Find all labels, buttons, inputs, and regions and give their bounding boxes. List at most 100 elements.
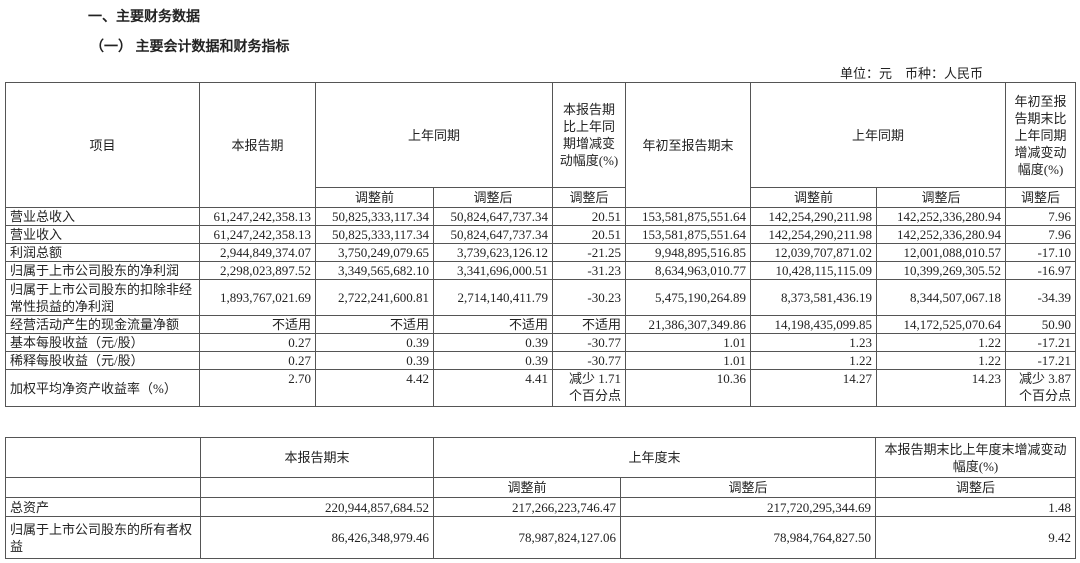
cell-value: 217,720,295,344.69 bbox=[619, 497, 877, 517]
cell-value: 1,893,767,021.69 bbox=[199, 279, 316, 316]
cell-value: 14.23 bbox=[876, 369, 1007, 407]
table-row: 总资产 220,944,857,684.52 217,266,223,746.47 2… bbox=[5, 497, 1077, 517]
cell-value: 50,825,333,117.34 bbox=[315, 207, 434, 226]
cell-value: 78,987,824,127.06 bbox=[433, 516, 621, 559]
cell-value: -16.97 bbox=[1005, 261, 1077, 280]
cell-value: 142,252,336,280.94 bbox=[876, 207, 1007, 226]
cell-value: -21.25 bbox=[552, 243, 627, 262]
cell-value: 7.96 bbox=[1005, 225, 1077, 244]
cell-value: 0.39 bbox=[315, 351, 434, 370]
table-row: 基本每股收益（元/股） 0.27 0.39 0.39 -30.77 1.01 1.23 1.2… bbox=[5, 333, 1077, 352]
cell-value: 3,750,249,079.65 bbox=[315, 243, 434, 262]
cell-value: 8,344,507,067.18 bbox=[876, 279, 1007, 316]
header-prior: 上年度末 bbox=[432, 437, 877, 478]
row-label: 营业收入 bbox=[5, 225, 200, 244]
cell-value: 153,581,875,551.64 bbox=[625, 225, 752, 244]
subheader-after: 调整后 bbox=[552, 187, 627, 208]
header-prior: 上年同期 bbox=[314, 82, 554, 188]
unit-label: 单位：元 币种：人民币 bbox=[840, 66, 984, 81]
row-label: 经营活动产生的现金流量净额 bbox=[5, 315, 200, 334]
cell-value: 153,581,875,551.64 bbox=[625, 207, 752, 226]
row-label: 营业总收入 bbox=[5, 207, 200, 226]
cell-value: 0.27 bbox=[199, 351, 316, 370]
row-label: 加权平均净资产收益率（%） bbox=[5, 369, 200, 407]
cell-value: 不适用 bbox=[199, 315, 316, 334]
cell-value: 14,172,525,070.64 bbox=[876, 315, 1007, 334]
cell-value: 9,948,895,516.85 bbox=[625, 243, 752, 262]
cell-value: 21,386,307,349.86 bbox=[625, 315, 752, 334]
cell-value: 61,247,242,358.13 bbox=[199, 207, 316, 226]
cell-value: 10,399,269,305.52 bbox=[876, 261, 1007, 280]
row-label: 归属于上市公司股东的净利润 bbox=[5, 261, 200, 280]
table-row: 归属于上市公司股东的所有者权益 86,426,348,979.46 78,987,8… bbox=[5, 516, 1077, 559]
cell-value: 1.01 bbox=[625, 351, 752, 370]
cell-value: 3,349,565,682.10 bbox=[315, 261, 434, 280]
cell-value: 2,298,023,897.52 bbox=[199, 261, 316, 280]
cell-value: 1.23 bbox=[750, 333, 878, 352]
cell-value: 7.96 bbox=[1005, 207, 1077, 226]
cell-value: 不适用 bbox=[552, 315, 627, 334]
section-title: 一、主要财务数据 bbox=[88, 10, 200, 25]
cell-value: 50,824,647,737.34 bbox=[432, 207, 554, 226]
cell-value: -30.77 bbox=[552, 351, 627, 370]
row-label: 总资产 bbox=[5, 497, 201, 517]
cell-value: 142,254,290,211.98 bbox=[750, 207, 878, 226]
subheader-before: 调整前 bbox=[315, 187, 434, 208]
table-row: 营业收入 61,247,242,358.13 50,825,333,117.34 50… bbox=[5, 225, 1077, 244]
cell-value: 5,475,190,264.89 bbox=[625, 279, 752, 316]
cell-value: 3,341,696,000.51 bbox=[432, 261, 554, 280]
cell-value: 20.51 bbox=[552, 207, 627, 226]
table-row: 归属于上市公司股东的扣除非经常性损益的净利润 1,893,767,021.69 2,… bbox=[5, 279, 1077, 316]
header-ytd-change: 年初至报告期末比上年同期增减变动幅度(%) bbox=[1005, 82, 1077, 188]
table-row: 归属于上市公司股东的净利润 2,298,023,897.52 3,349,565,6… bbox=[5, 261, 1077, 280]
row-label: 基本每股收益（元/股） bbox=[5, 333, 200, 352]
subheader-after: 调整后 bbox=[619, 477, 877, 498]
cell-value: 不适用 bbox=[315, 315, 434, 334]
cell-value: 10.36 bbox=[625, 369, 752, 407]
cell-value: 78,984,764,827.50 bbox=[619, 516, 877, 559]
cell-value: 12,039,707,871.02 bbox=[750, 243, 878, 262]
table-row: 利润总额 2,944,849,374.07 3,750,249,079.65 3,73… bbox=[5, 243, 1077, 262]
cell-value: 减少 3.87 个百分点 bbox=[1005, 369, 1077, 407]
subheader-after: 调整后 bbox=[876, 187, 1007, 208]
table-row: 稀释每股收益（元/股） 0.27 0.39 0.39 -30.77 1.01 1.22 1.2… bbox=[5, 351, 1077, 370]
table-row: 加权平均净资产收益率（%） 2.70 4.42 4.41 减少 1.71 个百分点 10.… bbox=[5, 369, 1077, 407]
cell-value: -17.21 bbox=[1005, 333, 1077, 352]
cell-value: 50,824,647,737.34 bbox=[432, 225, 554, 244]
subheader-before: 调整前 bbox=[750, 187, 878, 208]
header-current: 本报告期 bbox=[199, 82, 316, 208]
row-label: 归属于上市公司股东的扣除非经常性损益的净利润 bbox=[5, 279, 200, 316]
cell-value: 2,944,849,374.07 bbox=[199, 243, 316, 262]
row-label: 归属于上市公司股东的所有者权益 bbox=[5, 516, 201, 559]
cell-value: 1.22 bbox=[750, 351, 878, 370]
header-change: 本报告期末比上年度末增减变动幅度(%) bbox=[875, 437, 1077, 478]
cell-value: 8,373,581,436.19 bbox=[750, 279, 878, 316]
cell-value: 14,198,435,099.85 bbox=[750, 315, 878, 334]
cell-value: 2.70 bbox=[199, 369, 316, 407]
cell-value: 0.39 bbox=[432, 333, 554, 352]
cell-value: 4.42 bbox=[315, 369, 434, 407]
cell-value: 10,428,115,115.09 bbox=[750, 261, 878, 280]
cell-value: -30.77 bbox=[552, 333, 627, 352]
cell-value: 14.27 bbox=[750, 369, 878, 407]
balance-indicators-table: 本报告期末 上年度末 本报告期末比上年度末增减变动幅度(%) 调整前 调整后 调… bbox=[5, 437, 1077, 559]
cell-value: 2,722,241,600.81 bbox=[315, 279, 434, 316]
cell-value: 142,254,290,211.98 bbox=[750, 225, 878, 244]
subheader-after: 调整后 bbox=[875, 477, 1077, 498]
header-row: 本报告期末 上年度末 本报告期末比上年度末增减变动幅度(%) bbox=[5, 437, 1077, 478]
cell-value: 不适用 bbox=[432, 315, 554, 334]
cell-value: 3,739,623,126.12 bbox=[432, 243, 554, 262]
cell-value: 142,252,336,280.94 bbox=[876, 225, 1007, 244]
cell-value: 减少 1.71 个百分点 bbox=[552, 369, 627, 407]
subsection-title: （一） 主要会计数据和财务指标 bbox=[90, 40, 290, 55]
cell-value: 9.42 bbox=[875, 516, 1077, 559]
header-change: 本报告期比上年同期增减变动幅度(%) bbox=[552, 82, 627, 188]
header-current: 本报告期末 bbox=[200, 437, 434, 478]
cell-value: -30.23 bbox=[552, 279, 627, 316]
cell-value: 0.27 bbox=[199, 333, 316, 352]
cell-value: -34.39 bbox=[1005, 279, 1077, 316]
subheader-before: 调整前 bbox=[433, 477, 621, 498]
cell-value: 4.41 bbox=[432, 369, 554, 407]
subheader-row: 调整前 调整后 调整后 调整前 调整后 调整后 bbox=[6, 187, 1077, 208]
financial-indicators-table: 项目 本报告期 上年同期 本报告期比上年同期增减变动幅度(%) 年初至报告期末 … bbox=[5, 82, 1077, 407]
